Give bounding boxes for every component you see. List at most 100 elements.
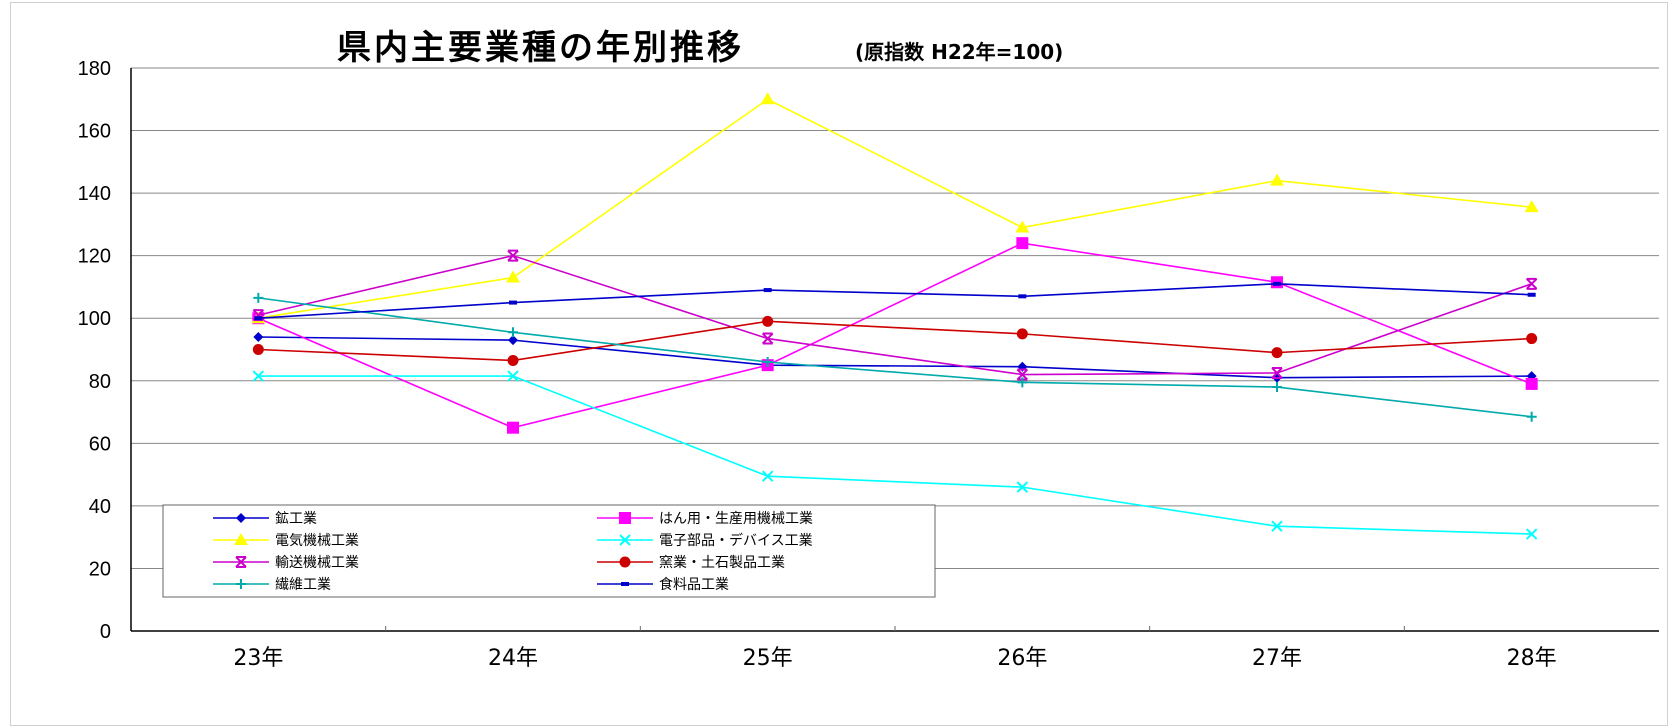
data-point xyxy=(1272,382,1282,393)
y-tick-label: 0 xyxy=(100,621,111,643)
x-tick-label: 27年 xyxy=(1252,646,1302,671)
data-point xyxy=(1016,328,1028,340)
y-tick-label: 80 xyxy=(89,371,111,393)
series-1 xyxy=(252,237,1538,434)
y-tick-label: 140 xyxy=(78,183,111,205)
x-tick-label: 28年 xyxy=(1507,646,1557,671)
y-tick-label: 60 xyxy=(89,433,111,455)
data-point xyxy=(1525,377,1538,390)
chart-frame: 0 20 40 60 80 100 120 140 160 180 23年 24年 25年 26年 27年 2… xyxy=(10,2,1668,726)
data-point xyxy=(1016,481,1029,493)
data-point xyxy=(252,344,264,355)
legend-label: 輸送機械工業 xyxy=(275,555,359,571)
series-layer xyxy=(251,92,1539,540)
legend-item: 輸送機械工業 xyxy=(213,555,359,571)
series-6 xyxy=(253,292,1537,422)
gridlines xyxy=(131,67,1659,569)
legend-item: はん用・生産用機械工業 xyxy=(597,511,813,527)
data-point xyxy=(1271,347,1283,359)
data-point xyxy=(761,470,774,482)
data-point xyxy=(508,327,518,338)
x-tick-label: 25年 xyxy=(743,646,793,671)
data-point xyxy=(762,357,773,368)
legend-marker xyxy=(619,534,631,546)
y-tick-label: 160 xyxy=(78,121,111,143)
data-point xyxy=(507,370,519,382)
series-line xyxy=(258,98,1532,320)
legend-label: 電子部品・デバイス工業 xyxy=(659,532,813,549)
series-line xyxy=(258,375,1532,535)
legend-item: 食料品工業 xyxy=(597,576,729,593)
data-point xyxy=(254,316,263,321)
data-point xyxy=(1018,294,1027,299)
data-point xyxy=(1016,368,1029,381)
legend-item: 電気機械工業 xyxy=(213,533,359,549)
chart-subtitle: (原指数 H22年=100) xyxy=(855,40,1063,64)
legend-marker xyxy=(619,556,631,568)
data-point xyxy=(1527,292,1536,297)
data-point xyxy=(1017,377,1028,388)
data-point xyxy=(761,332,774,345)
legend-box xyxy=(162,504,936,598)
legend-marker xyxy=(236,579,246,589)
series-line xyxy=(258,336,1532,379)
series-2 xyxy=(251,92,1539,324)
series-7 xyxy=(254,281,1536,321)
y-tick-label: 180 xyxy=(78,58,111,80)
y-tick-label: 120 xyxy=(78,246,111,268)
legend-label: 窯業・土石製品工業 xyxy=(659,554,785,571)
data-point xyxy=(1015,220,1030,233)
legend-label: 食料品工業 xyxy=(659,576,729,593)
data-point xyxy=(763,288,772,293)
data-point xyxy=(762,315,774,327)
legend-item: 鉱工業 xyxy=(213,510,317,527)
series-line xyxy=(258,242,1532,429)
legend-label: 鉱工業 xyxy=(275,510,317,527)
data-point xyxy=(508,335,518,346)
y-tick-label: 100 xyxy=(78,308,111,330)
legend-label: 電気機械工業 xyxy=(275,533,359,549)
legend-marker xyxy=(621,582,629,586)
data-point xyxy=(1270,173,1284,186)
legend-marker xyxy=(619,512,631,524)
data-point xyxy=(252,370,265,382)
series-line xyxy=(258,283,1532,320)
legend-marker xyxy=(235,556,247,568)
data-point xyxy=(507,421,519,434)
series-3 xyxy=(252,370,1538,540)
legend-item: 電子部品・デバイス工業 xyxy=(597,532,813,549)
data-point xyxy=(1271,366,1283,379)
y-tick-label: 40 xyxy=(89,496,111,518)
series-line xyxy=(258,320,1532,362)
legend-marker xyxy=(234,533,248,545)
chart-title: 県内主要業種の年別推移 xyxy=(337,28,744,68)
data-point xyxy=(506,270,520,283)
data-point xyxy=(1526,411,1537,422)
x-tick-label: 23年 xyxy=(233,646,283,671)
x-tick-label: 24年 xyxy=(488,646,538,671)
data-point xyxy=(1273,281,1281,286)
data-point xyxy=(760,92,775,105)
line-chart: 0 20 40 60 80 100 120 140 160 180 23年 24年 25年 26年 27年 2… xyxy=(78,28,1659,671)
legend-item: 繊維工業 xyxy=(213,577,331,593)
series-line xyxy=(258,254,1532,376)
data-point xyxy=(509,300,517,305)
data-point xyxy=(1016,237,1029,250)
legend-label: はん用・生産用機械工業 xyxy=(659,511,813,527)
y-tick-label: 20 xyxy=(89,558,111,580)
data-point xyxy=(1525,277,1538,290)
data-point xyxy=(1526,333,1538,345)
series-line xyxy=(258,297,1532,418)
data-point xyxy=(1525,528,1538,540)
series-4 xyxy=(252,249,1538,381)
x-tick-label: 26年 xyxy=(997,646,1047,671)
axes: 0 20 40 60 80 100 120 140 160 180 23年 24年 25年 26年 27年 2… xyxy=(78,58,1659,671)
data-point xyxy=(253,331,264,342)
data-point xyxy=(253,292,264,303)
legend-label: 繊維工業 xyxy=(275,577,331,593)
data-point xyxy=(1271,520,1283,532)
data-point xyxy=(507,354,519,366)
data-point xyxy=(507,249,519,262)
legend-marker xyxy=(236,513,246,523)
